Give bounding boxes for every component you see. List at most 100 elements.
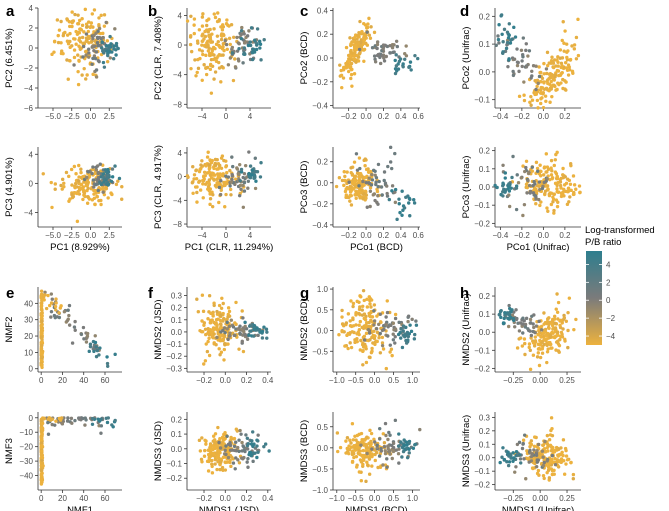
data-point (352, 57, 356, 61)
data-point (527, 49, 532, 53)
data-point (258, 46, 262, 50)
data-point (511, 154, 515, 159)
y-axis-label: NMDS2 (JSD) (153, 299, 164, 359)
data-point (99, 417, 103, 421)
data-point (357, 179, 361, 183)
data-point (245, 460, 249, 464)
data-point (565, 55, 569, 60)
data-point (228, 331, 232, 335)
data-point (355, 171, 360, 175)
data-point (200, 293, 205, 297)
data-point (62, 310, 67, 314)
data-point (236, 445, 240, 450)
data-point (206, 339, 210, 344)
data-point (364, 360, 369, 365)
data-point (554, 64, 558, 68)
data-point (410, 317, 414, 322)
data-point (355, 339, 359, 344)
x-tick-label: 0.2 (378, 231, 390, 240)
data-point (542, 476, 546, 481)
data-point (356, 55, 361, 59)
data-point (65, 18, 70, 22)
x-tick-label: 0.6 (413, 231, 425, 240)
data-point (72, 48, 77, 52)
data-point (369, 25, 373, 29)
data-point (552, 450, 557, 454)
data-point (212, 445, 217, 450)
x-tick-label: 0 (224, 231, 229, 240)
data-point (92, 188, 96, 193)
data-point (212, 320, 216, 325)
data-point (120, 185, 124, 189)
data-point (104, 20, 108, 25)
data-point (208, 202, 212, 207)
data-point (255, 455, 259, 460)
data-point (211, 336, 215, 340)
data-point (236, 327, 240, 331)
data-point (546, 209, 550, 213)
data-point (376, 52, 381, 57)
data-point (393, 335, 397, 339)
data-point (80, 73, 84, 77)
data-point (113, 27, 117, 31)
data-point (537, 363, 542, 368)
data-point (563, 446, 568, 451)
data-point (91, 165, 95, 169)
data-point (208, 62, 213, 67)
data-point (211, 173, 216, 177)
data-point (515, 442, 520, 447)
data-point (350, 452, 355, 457)
data-point (395, 44, 400, 49)
data-point (84, 32, 89, 36)
data-point (503, 189, 508, 193)
data-point (229, 180, 233, 184)
data-point (200, 49, 204, 53)
data-point (502, 316, 506, 321)
data-point (114, 41, 119, 46)
data-point (42, 416, 46, 421)
data-point (102, 13, 107, 17)
data-point (515, 346, 520, 350)
data-point (532, 444, 537, 448)
data-point (46, 417, 50, 421)
data-point (232, 333, 236, 338)
data-point (90, 422, 95, 426)
data-point (367, 33, 372, 37)
data-point (213, 432, 218, 436)
data-point (206, 317, 210, 321)
data-point (237, 461, 242, 465)
data-point (556, 349, 561, 353)
data-point (562, 187, 566, 191)
data-point (53, 182, 58, 186)
y-tick-label: −4 (24, 208, 34, 217)
x-tick-label: −0.2 (196, 376, 212, 385)
data-point (385, 465, 389, 469)
data-point (93, 56, 98, 61)
x-tick-label: 0 (39, 376, 44, 385)
data-point (524, 316, 529, 321)
data-point (498, 312, 502, 316)
data-point (407, 201, 411, 205)
data-point (393, 71, 398, 76)
data-point (65, 319, 70, 323)
data-point (558, 183, 563, 188)
data-point (221, 42, 226, 46)
data-point (223, 38, 227, 43)
data-point (363, 164, 367, 168)
data-point (228, 168, 232, 173)
data-point (91, 178, 96, 182)
data-point (57, 28, 62, 32)
data-point (365, 443, 369, 447)
data-point (397, 320, 401, 325)
x-tick-label: 0.25 (559, 376, 575, 385)
data-point (84, 340, 89, 344)
y-tick-label: 0.0 (317, 327, 329, 336)
data-point (400, 455, 404, 459)
data-point (113, 352, 117, 357)
y-tick-label: 0 (29, 414, 34, 423)
data-point (545, 360, 549, 365)
data-point (528, 348, 532, 353)
data-point (503, 171, 508, 175)
x-tick-label: −0.2 (196, 494, 212, 503)
